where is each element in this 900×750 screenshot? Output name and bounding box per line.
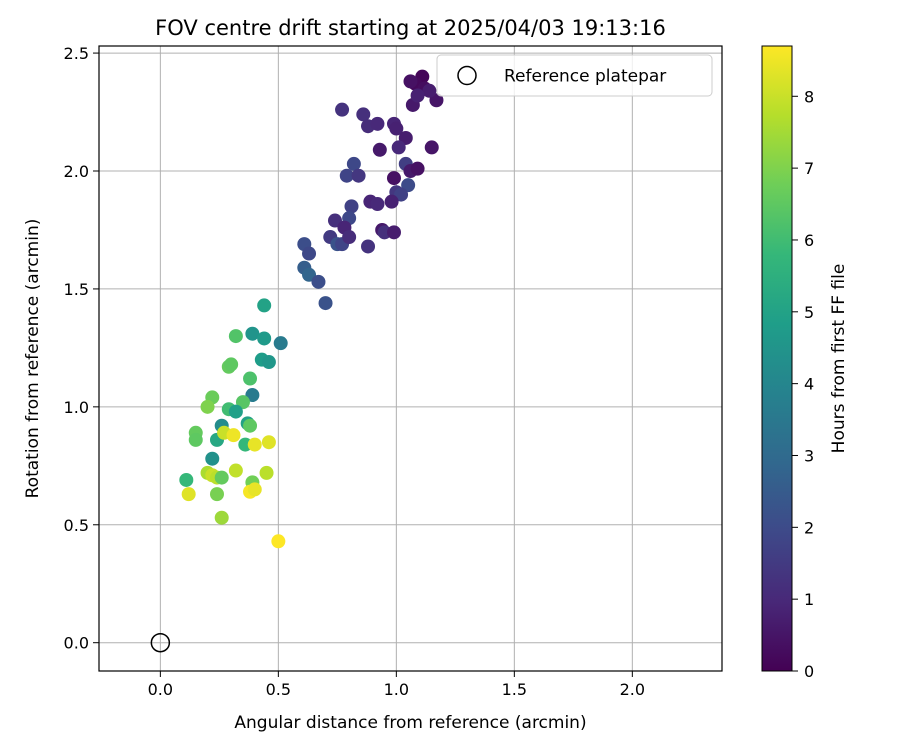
- plot-frame: [98, 45, 723, 672]
- y-tick-label: 0.5: [64, 516, 89, 535]
- data-point: [356, 107, 371, 122]
- colorbar-tick-label: 2: [804, 518, 814, 537]
- reference-platepar-marker: [150, 632, 171, 653]
- data-point: [257, 298, 272, 313]
- colorbar-tick-label: 6: [804, 231, 814, 250]
- colorbar: [761, 45, 793, 672]
- legend-label: Reference platepar: [504, 67, 666, 87]
- x-tick-label: 1.0: [384, 680, 409, 699]
- data-point: [245, 326, 260, 341]
- data-point: [228, 463, 243, 478]
- data-point: [386, 171, 401, 186]
- colorbar-ticks: 0 1 2 3 4 5 6 7 8: [792, 87, 814, 681]
- colorbar-tick-label: 5: [804, 303, 814, 322]
- plot-area: [99, 46, 722, 671]
- x-axis-label: Angular distance from reference (arcmin): [234, 713, 586, 733]
- data-point: [410, 161, 425, 176]
- data-point: [247, 482, 262, 497]
- colorbar-tick-label: 1: [804, 590, 814, 609]
- data-point: [370, 197, 385, 212]
- data-point: [214, 470, 229, 485]
- data-point: [261, 355, 276, 370]
- y-tick-label: 2.0: [64, 162, 89, 181]
- colorbar-tick-label: 0: [804, 662, 814, 681]
- data-point: [424, 140, 439, 155]
- y-axis: 0.0 0.5 1.0 1.5 2.0 2.5: [64, 44, 99, 653]
- x-tick-label: 0.5: [266, 680, 291, 699]
- data-point: [209, 487, 224, 502]
- x-tick-label: 2.0: [620, 680, 645, 699]
- data-point: [226, 428, 241, 443]
- y-tick-label: 1.5: [64, 280, 89, 299]
- data-point: [344, 199, 359, 214]
- data-point: [224, 357, 239, 372]
- data-point: [247, 437, 262, 452]
- data-point: [271, 534, 286, 549]
- x-tick-label: 0.0: [148, 680, 173, 699]
- colorbar-tick-label: 7: [804, 159, 814, 178]
- data-point: [335, 102, 350, 117]
- data-point: [372, 142, 387, 157]
- data-point: [181, 487, 196, 502]
- data-point: [370, 116, 385, 131]
- data-point: [179, 472, 194, 487]
- colorbar-label: Hours from first FF file: [829, 264, 849, 454]
- y-tick-label: 0.0: [64, 634, 89, 653]
- y-axis-label: Rotation from reference (arcmin): [23, 219, 43, 499]
- data-point: [302, 246, 317, 261]
- data-points: [179, 69, 444, 549]
- data-point: [339, 168, 354, 183]
- data-point: [259, 465, 274, 480]
- legend-box: [436, 54, 713, 97]
- data-point: [422, 83, 437, 98]
- x-tick-label: 1.5: [502, 680, 527, 699]
- data-point: [188, 432, 203, 447]
- data-point: [257, 331, 272, 346]
- data-point: [410, 88, 425, 103]
- data-point: [205, 451, 220, 466]
- data-point: [214, 510, 229, 525]
- colorbar-tick-label: 4: [804, 375, 814, 394]
- colorbar-tick-label: 8: [804, 87, 814, 106]
- data-point: [391, 140, 406, 155]
- colorbar-tick-label: 3: [804, 446, 814, 465]
- legend: Reference platepar: [436, 54, 713, 97]
- data-point: [228, 329, 243, 344]
- data-point: [228, 404, 243, 419]
- data-point: [346, 156, 361, 171]
- data-point: [243, 371, 258, 386]
- data-point: [361, 239, 376, 254]
- data-point: [389, 121, 404, 136]
- data-point: [351, 168, 366, 183]
- data-point: [261, 435, 276, 450]
- data-point: [386, 225, 401, 240]
- data-point: [342, 230, 357, 245]
- data-point: [318, 296, 333, 311]
- chart-title: FOV centre drift starting at 2025/04/03 …: [155, 16, 666, 40]
- y-tick-label: 2.5: [64, 44, 89, 63]
- legend-marker: [457, 65, 477, 86]
- data-point: [384, 194, 399, 209]
- data-point: [273, 336, 288, 351]
- x-axis: 0.0 0.5 1.0 1.5 2.0: [148, 671, 645, 699]
- data-point: [243, 418, 258, 433]
- data-point: [403, 74, 418, 89]
- data-point: [200, 399, 215, 414]
- data-point: [311, 274, 326, 289]
- y-tick-label: 1.0: [64, 398, 89, 417]
